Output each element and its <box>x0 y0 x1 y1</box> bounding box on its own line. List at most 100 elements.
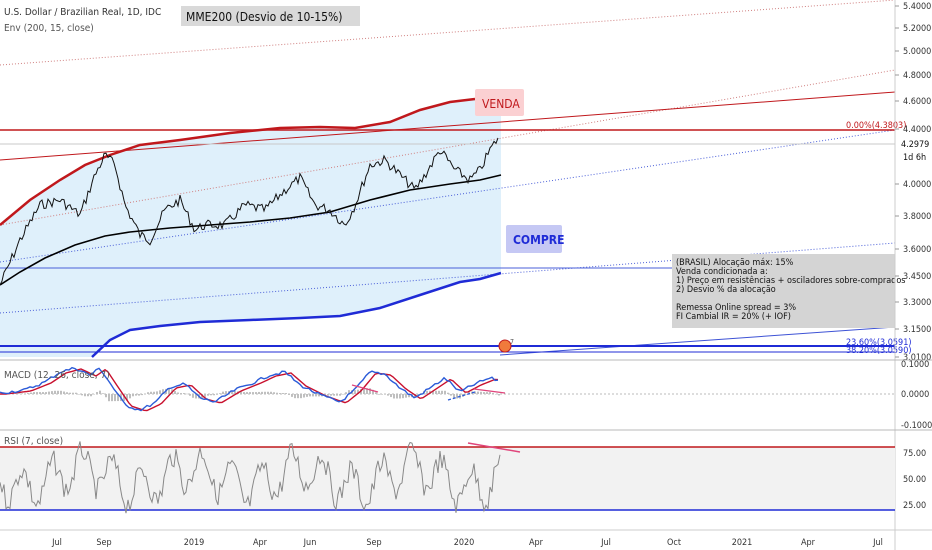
macd-bar <box>276 392 278 394</box>
macd-bar <box>48 391 50 394</box>
price-series[interactable] <box>0 137 499 286</box>
macd-pane[interactable]: MACD (12, 26, close, 7) <box>0 366 895 412</box>
trendline-mid-dotted[interactable] <box>0 69 896 226</box>
macd-bar <box>30 392 32 394</box>
event-marker-label: 7 <box>510 338 514 346</box>
trendline-blue-dotted[interactable] <box>0 129 896 263</box>
note-box[interactable] <box>672 254 895 328</box>
macd-bar <box>369 388 371 394</box>
time-tick-9: Oct <box>667 538 681 548</box>
note-line-3: 2) Desvio % da alocação <box>676 285 776 295</box>
macd-bar <box>81 394 83 396</box>
macd-bar <box>300 394 302 399</box>
macd-bar <box>54 390 56 394</box>
macd-bar <box>432 390 434 394</box>
envelope-lower-line[interactable] <box>91 271 502 358</box>
macd-bar <box>144 393 146 395</box>
rsi-line[interactable] <box>0 441 501 514</box>
price-tick-11: 3.3000 <box>903 298 931 308</box>
macd-bar <box>330 394 332 396</box>
macd-bar <box>270 391 272 394</box>
macd-bar <box>468 391 470 394</box>
macd-bar <box>114 394 116 402</box>
macd-bar <box>243 392 245 394</box>
macd-bar <box>147 392 149 394</box>
price-tick-12: 3.1500 <box>903 325 931 335</box>
time-axis[interactable]: Jul Sep 2019 Apr Jun Sep 2020 Apr Jul Oct 2021 Apr J… <box>51 538 883 548</box>
time-tick-5: Sep <box>366 538 381 548</box>
macd-bar <box>234 391 236 394</box>
macd-bar <box>66 392 68 394</box>
macd-bar <box>213 394 215 396</box>
macd-bar <box>387 394 389 396</box>
macd-bar <box>150 391 152 394</box>
macd-bar <box>57 390 59 394</box>
sell-callout[interactable] <box>475 89 524 116</box>
macd-tick-1: 0.0000 <box>901 390 929 400</box>
rsi-axis[interactable]: 75.00 50.00 25.00 <box>903 449 926 511</box>
macd-bar <box>375 392 377 394</box>
rsi-trend[interactable] <box>467 442 521 453</box>
trendline-upper-dotted[interactable] <box>0 0 896 66</box>
note-line-5: Remessa Online spread = 3% <box>676 303 796 313</box>
macd-bar <box>60 390 62 394</box>
macd-bar <box>381 394 383 395</box>
macd-bar <box>498 394 500 396</box>
rsi-tick-1: 50.00 <box>903 475 926 485</box>
macd-bar <box>93 394 95 395</box>
macd-bar <box>396 394 398 399</box>
macd-bar <box>252 392 254 394</box>
macd-bar <box>354 390 356 394</box>
price-tick-9: 3.6000 <box>903 245 931 255</box>
price-pane[interactable] <box>0 0 896 358</box>
macd-bar <box>327 394 329 396</box>
macd-bar <box>288 394 290 395</box>
macd-trend-1[interactable] <box>351 384 379 393</box>
macd-bar <box>105 394 107 398</box>
macd-bar <box>174 390 176 394</box>
macd-bar <box>222 391 224 394</box>
macd-bar <box>108 394 110 402</box>
macd-line[interactable] <box>0 366 499 412</box>
macd-bar <box>138 394 140 396</box>
price-tick-7: 4.0000 <box>903 180 931 190</box>
macd-bar <box>189 394 191 396</box>
macd-bar <box>15 393 17 394</box>
macd-bar <box>207 394 209 396</box>
macd-bar <box>117 394 119 402</box>
macd-trend-2[interactable] <box>473 388 506 394</box>
macd-bar <box>84 394 86 397</box>
macd-bar <box>210 394 212 396</box>
event-marker[interactable] <box>498 339 512 353</box>
time-tick-7: Apr <box>529 538 544 548</box>
trendline-red-solid[interactable] <box>0 91 896 161</box>
macd-bar <box>408 394 410 398</box>
macd-bar <box>363 388 365 394</box>
time-tick-1: Sep <box>96 538 111 548</box>
macd-bar <box>240 391 242 394</box>
ema200-line[interactable] <box>0 174 502 286</box>
note-line-0: (BRASIL) Alocação máx: 15% <box>676 258 794 268</box>
price-tick-1: 5.2000 <box>903 24 931 34</box>
badge-box[interactable] <box>181 6 360 26</box>
macd-trend-3[interactable] <box>447 391 476 401</box>
macd-bar <box>450 394 452 396</box>
macd-bar <box>195 394 197 399</box>
macd-axis[interactable]: 0.1000 0.0000 -0.1000 <box>901 360 932 431</box>
macd-bar <box>126 394 128 401</box>
macd-bar <box>78 394 80 395</box>
rsi-pane[interactable]: RSI (7, close) <box>0 436 895 514</box>
macd-bar <box>306 394 308 397</box>
envelope-upper-line[interactable] <box>0 97 476 226</box>
price-tick-0: 5.4000 <box>903 2 931 12</box>
time-tick-10: 2021 <box>732 538 753 548</box>
macd-signal-line[interactable] <box>0 368 499 412</box>
trendline-blue-solid[interactable] <box>499 326 896 356</box>
price-axis[interactable]: 5.4000 5.2000 5.0000 4.8000 4.6000 4.4000 4.00… <box>895 2 931 363</box>
time-tick-8: Jul <box>600 538 611 548</box>
macd-bar <box>489 392 491 394</box>
macd-bar <box>255 392 257 394</box>
macd-bar <box>390 394 392 398</box>
buy-callout[interactable] <box>506 225 562 253</box>
